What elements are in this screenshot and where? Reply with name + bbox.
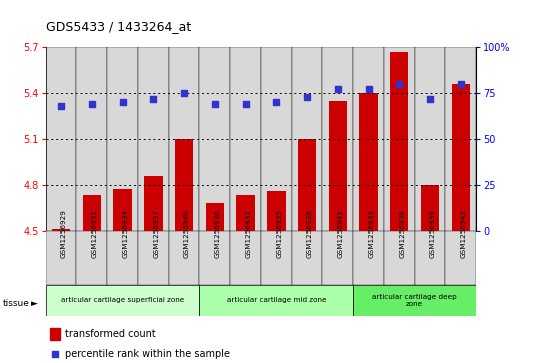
Text: GDS5433 / 1433264_at: GDS5433 / 1433264_at — [46, 20, 191, 33]
Point — [364, 86, 373, 92]
Bar — [298, 139, 316, 231]
Point — [210, 101, 219, 107]
Text: GSM1256934: GSM1256934 — [123, 209, 129, 258]
Bar — [144, 175, 162, 231]
Text: GSM1256938: GSM1256938 — [307, 209, 313, 258]
Bar — [322, 231, 353, 285]
Bar — [384, 231, 415, 285]
Point — [343, 256, 351, 261]
Bar — [230, 47, 261, 231]
Point — [395, 81, 404, 87]
Text: GSM1256933: GSM1256933 — [369, 209, 374, 258]
Point — [118, 99, 127, 105]
Bar — [359, 93, 378, 231]
Text: GSM1256936: GSM1256936 — [399, 209, 405, 258]
Bar — [415, 231, 445, 285]
Point — [303, 94, 312, 99]
Bar — [292, 47, 322, 231]
Bar — [46, 231, 76, 285]
Bar — [236, 195, 255, 231]
Text: ►: ► — [31, 299, 38, 307]
Bar — [415, 47, 445, 231]
Point — [426, 95, 434, 101]
Point — [57, 103, 66, 109]
Bar — [353, 231, 384, 285]
Bar — [76, 231, 107, 285]
Bar — [83, 195, 101, 231]
Text: tissue: tissue — [3, 299, 30, 307]
Bar — [200, 285, 353, 316]
Text: GSM1256931: GSM1256931 — [92, 209, 98, 258]
Bar — [46, 285, 200, 316]
Text: GSM1256939: GSM1256939 — [430, 209, 436, 258]
Text: transformed count: transformed count — [65, 329, 156, 339]
Bar — [353, 285, 476, 316]
Bar — [200, 231, 230, 285]
Bar — [138, 231, 169, 285]
Bar — [384, 47, 415, 231]
Text: articular cartilage mid zone: articular cartilage mid zone — [226, 297, 326, 303]
Bar — [206, 203, 224, 231]
Bar — [46, 47, 76, 231]
Point — [241, 101, 250, 107]
Bar — [52, 229, 70, 231]
Bar — [200, 47, 230, 231]
Point — [456, 81, 465, 87]
Text: GSM1256929: GSM1256929 — [61, 209, 67, 258]
Text: GSM1256937: GSM1256937 — [153, 209, 159, 258]
Bar — [107, 47, 138, 231]
Bar — [451, 84, 470, 231]
Text: articular cartilage superficial zone: articular cartilage superficial zone — [61, 297, 184, 303]
Bar — [267, 191, 286, 231]
Bar — [114, 189, 132, 231]
Point — [180, 90, 188, 96]
Bar — [107, 231, 138, 285]
Text: articular cartilage deep
zone: articular cartilage deep zone — [372, 294, 457, 307]
Bar — [261, 47, 292, 231]
Text: GSM1256932: GSM1256932 — [245, 209, 252, 258]
Point — [334, 86, 342, 92]
Bar — [445, 231, 476, 285]
Bar — [175, 139, 193, 231]
Point — [272, 99, 281, 105]
Text: GSM1256940: GSM1256940 — [184, 209, 190, 258]
Text: GSM1256941: GSM1256941 — [338, 209, 344, 258]
Bar — [445, 47, 476, 231]
Text: GSM1256942: GSM1256942 — [461, 209, 467, 258]
Bar — [169, 47, 200, 231]
Bar — [353, 47, 384, 231]
Bar — [76, 47, 107, 231]
Text: GSM1256935: GSM1256935 — [277, 209, 282, 258]
Bar — [261, 231, 292, 285]
Bar — [230, 231, 261, 285]
Bar — [169, 231, 200, 285]
Bar — [421, 185, 439, 231]
Bar — [292, 231, 322, 285]
Bar — [322, 47, 353, 231]
Bar — [138, 47, 169, 231]
Bar — [329, 101, 347, 231]
Point — [149, 95, 158, 101]
Bar — [390, 52, 408, 231]
Bar — [50, 327, 60, 340]
Text: GSM1256930: GSM1256930 — [215, 209, 221, 258]
Point — [88, 101, 96, 107]
Text: percentile rank within the sample: percentile rank within the sample — [65, 349, 230, 359]
